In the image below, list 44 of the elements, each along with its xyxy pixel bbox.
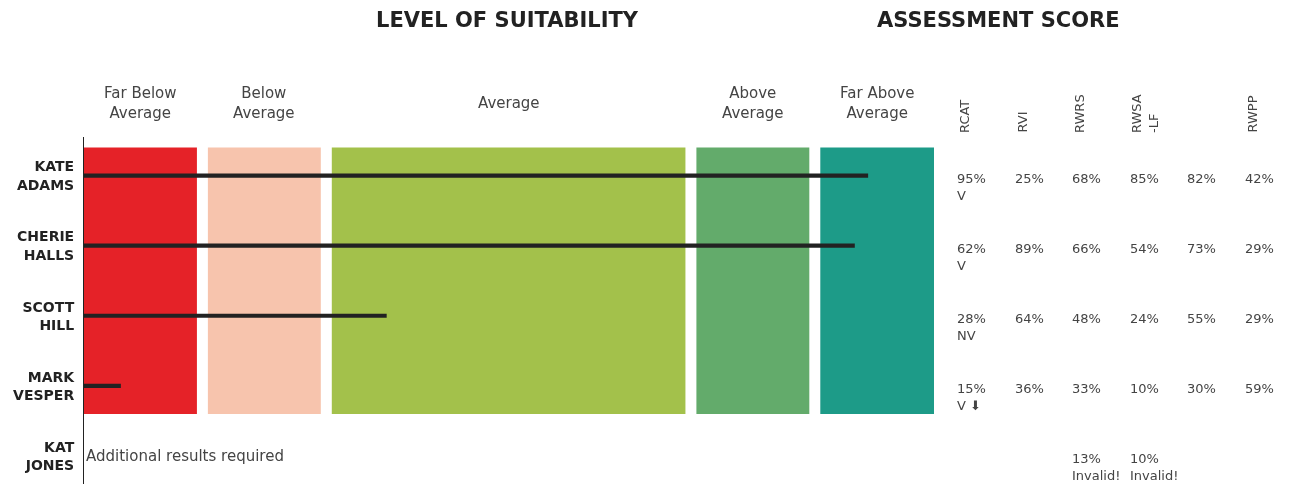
chart-title: LEVEL OF SUITABILITY xyxy=(376,8,639,32)
text: 30% xyxy=(1187,381,1216,396)
band-label: Far Below Average xyxy=(104,84,177,122)
text: 10% Invalid! xyxy=(1130,451,1179,483)
annotation: Additional results required xyxy=(86,447,284,465)
text: 36% xyxy=(1015,381,1044,396)
category-label: RCAT xyxy=(957,99,972,133)
category-label: RWRS xyxy=(1072,94,1087,133)
category-label: RWSA -LF xyxy=(1129,94,1161,133)
text: 95% V xyxy=(957,171,986,203)
text: 29% xyxy=(1245,311,1274,326)
text: 73% xyxy=(1187,241,1216,256)
text: 66% xyxy=(1072,241,1101,256)
text: 59% xyxy=(1245,381,1274,396)
text: 89% xyxy=(1015,241,1044,256)
text: 10% xyxy=(1130,381,1159,396)
text: 82% xyxy=(1187,171,1216,186)
text: 55% xyxy=(1187,311,1216,326)
text: 33% xyxy=(1072,381,1101,396)
band-label: Above Average xyxy=(722,84,784,122)
text: 54% xyxy=(1130,241,1159,256)
y-tick-label: MARK VESPER xyxy=(13,368,76,403)
y-tick-label: KAT JONES xyxy=(24,438,75,473)
text: 85% xyxy=(1130,171,1159,186)
text: 68% xyxy=(1072,171,1101,186)
text: 24% xyxy=(1130,311,1159,326)
text: 64% xyxy=(1015,311,1044,326)
category-label: RVI xyxy=(1014,111,1030,133)
y-tick-label: KATE ADAMS xyxy=(16,158,75,193)
band-label: Far Above Average xyxy=(840,84,915,122)
text: 28% NV xyxy=(957,311,986,343)
text: 25% xyxy=(1015,171,1044,186)
band-label: Below Average xyxy=(233,84,295,122)
text: 15% V ⬇ xyxy=(957,381,986,413)
text: 29% xyxy=(1245,241,1274,256)
y-tick-label: SCOTT HILL xyxy=(22,298,75,333)
y-tick-label: CHERIE HALLS xyxy=(17,228,75,263)
text: ASSESSMENT SCORE xyxy=(877,8,1120,32)
text: 62% V xyxy=(957,241,986,273)
text: 42% xyxy=(1245,171,1274,186)
category-label: RWPP xyxy=(1244,95,1260,133)
band-label: Average xyxy=(478,94,540,112)
text: 48% xyxy=(1072,311,1101,326)
text: 13% Invalid! xyxy=(1072,451,1121,483)
